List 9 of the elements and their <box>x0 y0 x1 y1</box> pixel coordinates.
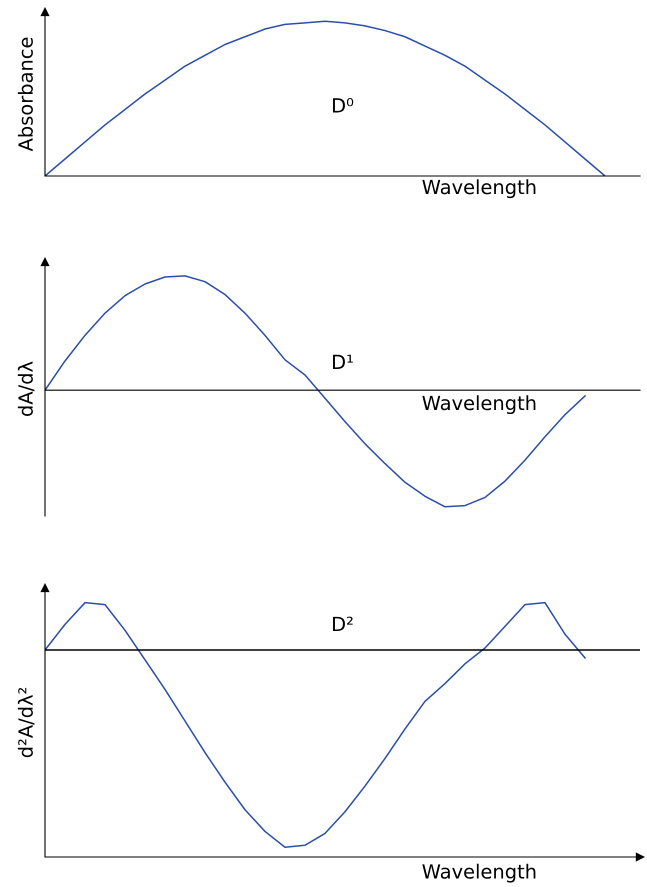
annotation: D⁰ <box>333 98 354 112</box>
y-axis-title: d²A/dλ² <box>18 688 34 758</box>
y-axis-title: dA/dλ <box>18 362 34 416</box>
x-axis-title: Wavelength <box>422 395 536 414</box>
y-axis-title: Absorbance <box>18 38 33 152</box>
x-axis-title: Wavelength <box>422 179 536 198</box>
x-axis-title: Wavelength <box>422 864 536 883</box>
annotation: D¹ <box>333 354 353 369</box>
annotation: D² <box>333 616 353 632</box>
